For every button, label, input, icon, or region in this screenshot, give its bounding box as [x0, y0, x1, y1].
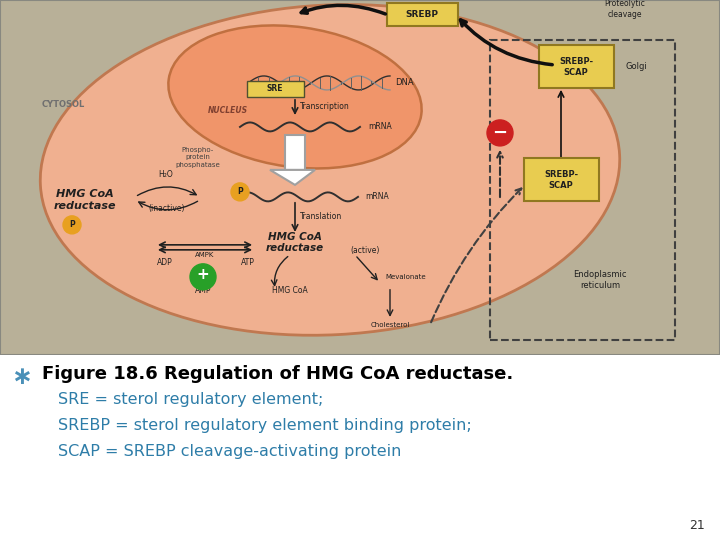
Text: Mevalonate: Mevalonate	[385, 274, 426, 280]
Text: SREBP = sterol regulatory element binding protein;: SREBP = sterol regulatory element bindin…	[58, 418, 472, 433]
Text: Golgi: Golgi	[625, 63, 647, 71]
Circle shape	[190, 264, 216, 290]
Text: AMPK: AMPK	[195, 252, 215, 258]
Text: Phospho-
protein
phosphatase: Phospho- protein phosphatase	[176, 147, 220, 168]
Text: reductase: reductase	[266, 243, 324, 253]
Text: mRNA: mRNA	[365, 192, 389, 201]
Text: SREBP: SREBP	[405, 10, 438, 19]
Text: SRE: SRE	[266, 84, 283, 93]
Text: Transcription: Transcription	[300, 103, 350, 111]
Text: SRE = sterol regulatory element;: SRE = sterol regulatory element;	[58, 392, 323, 407]
Text: SREBP-
SCAP: SREBP- SCAP	[559, 57, 593, 77]
Circle shape	[63, 216, 81, 234]
FancyBboxPatch shape	[387, 3, 457, 26]
Polygon shape	[270, 170, 315, 185]
Text: CYTOSOL: CYTOSOL	[42, 100, 85, 109]
FancyBboxPatch shape	[247, 81, 304, 97]
Text: 21: 21	[689, 519, 705, 532]
Text: HMG CoA: HMG CoA	[268, 232, 322, 242]
Text: NUCLEUS: NUCLEUS	[208, 106, 248, 115]
Text: AMP: AMP	[194, 286, 211, 295]
FancyBboxPatch shape	[285, 135, 305, 170]
Text: ∗: ∗	[12, 365, 32, 389]
Text: SREBP-
SCAP: SREBP- SCAP	[544, 170, 578, 190]
Text: Proteolytic
cleavage: Proteolytic cleavage	[605, 0, 645, 19]
Text: SCAP = SREBP cleavage-activating protein: SCAP = SREBP cleavage-activating protein	[58, 444, 401, 459]
Text: P: P	[237, 187, 243, 197]
Text: HMG CoA: HMG CoA	[272, 286, 308, 295]
Text: (inactive): (inactive)	[148, 204, 184, 213]
Text: H₂O: H₂O	[158, 170, 173, 179]
FancyBboxPatch shape	[539, 45, 613, 89]
Text: P: P	[69, 220, 75, 230]
FancyBboxPatch shape	[523, 158, 598, 201]
Circle shape	[487, 120, 513, 146]
Ellipse shape	[168, 25, 422, 168]
Text: mRNA: mRNA	[368, 123, 392, 131]
Text: ADP: ADP	[157, 258, 173, 267]
Text: HMG CoA: HMG CoA	[56, 189, 114, 199]
Text: Cholesterol: Cholesterol	[370, 322, 410, 328]
Text: DNA: DNA	[395, 78, 413, 87]
Text: +: +	[197, 267, 210, 282]
Text: (active): (active)	[350, 246, 379, 255]
Circle shape	[231, 183, 249, 201]
Text: Figure 18.6 Regulation of HMG CoA reductase.: Figure 18.6 Regulation of HMG CoA reduct…	[42, 365, 513, 383]
Text: ATP: ATP	[241, 258, 255, 267]
Ellipse shape	[40, 4, 620, 335]
Text: Translation: Translation	[300, 212, 342, 221]
Text: Endoplasmic
reticulum: Endoplasmic reticulum	[573, 270, 626, 290]
Text: −: −	[492, 124, 508, 142]
Text: reductase: reductase	[54, 201, 116, 211]
